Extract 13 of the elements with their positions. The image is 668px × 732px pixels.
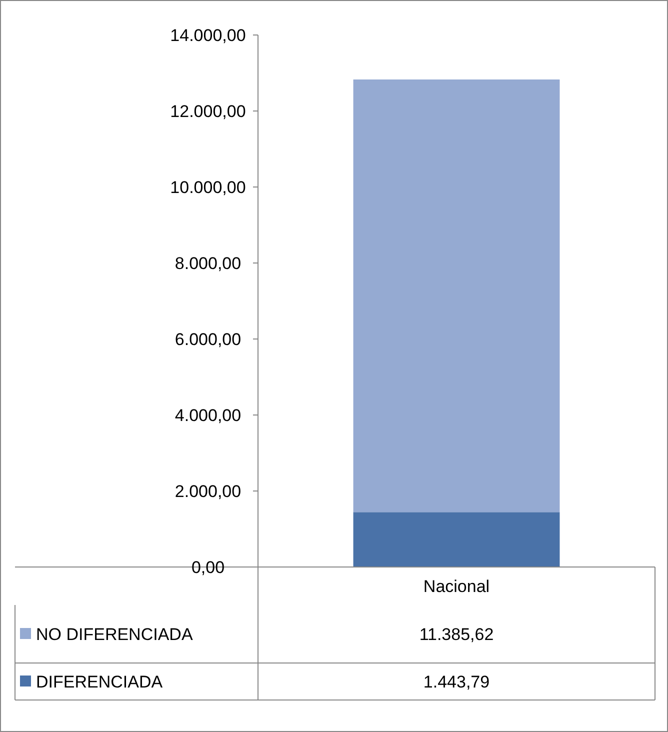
text: 11.385,62: [419, 625, 494, 644]
y-tick-label: 0,00: [191, 558, 225, 577]
y-tick-label: 14.000,00: [170, 26, 246, 45]
legend-label: NO DIFERENCIADA: [36, 625, 194, 644]
y-tick-label: 4.000,00: [174, 406, 242, 425]
y-tick-label: 10.000,00: [170, 178, 246, 197]
y-tick-label: 12.000,00: [170, 102, 246, 121]
y-tick-label: 8.000,00: [174, 254, 242, 273]
y-tick-label: 6.000,00: [174, 330, 242, 349]
legend-label: DIFERENCIADA: [36, 672, 164, 692]
x-tick-label: Nacional: [423, 577, 490, 596]
y-tick-label: 2.000,00: [174, 482, 242, 501]
text: 1.443,79: [423, 672, 490, 692]
